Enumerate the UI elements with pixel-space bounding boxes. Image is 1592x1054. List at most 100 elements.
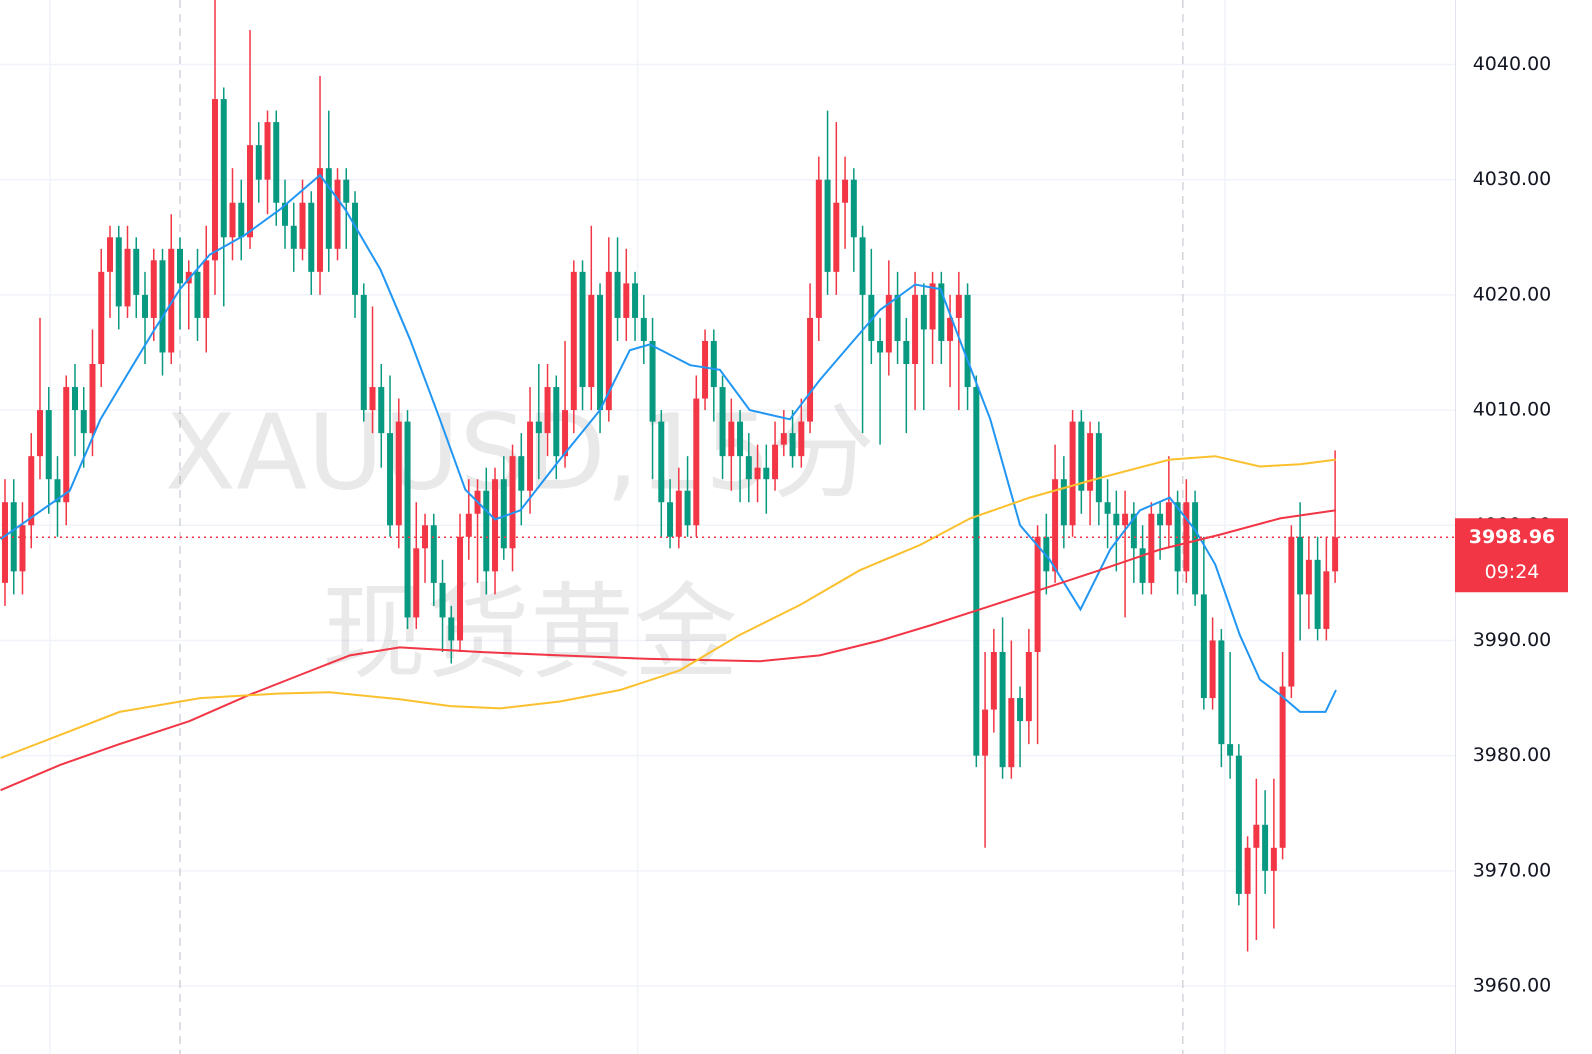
candle-body	[1130, 513, 1137, 549]
candle-body	[868, 294, 875, 341]
candle-body	[1087, 433, 1094, 491]
candle-body	[947, 317, 954, 341]
candle-body	[194, 271, 201, 318]
candle-body	[1122, 513, 1129, 526]
candle-body	[518, 456, 525, 491]
candle-body	[115, 237, 122, 307]
candle-body	[500, 479, 507, 549]
candle-body	[912, 294, 919, 365]
candle-body	[1297, 536, 1304, 595]
candle-body	[150, 260, 157, 318]
candle-body	[1025, 651, 1032, 722]
candle-body	[395, 421, 402, 526]
y-tick-label: 3970.00	[1473, 859, 1552, 881]
candle-body	[483, 490, 490, 572]
moving-average	[0, 173, 1337, 713]
candle-body	[448, 617, 455, 641]
candle-body	[1218, 640, 1225, 745]
candle-body	[667, 502, 674, 537]
candle-body	[964, 294, 971, 388]
candle-body	[1069, 421, 1076, 526]
candle-body	[404, 421, 411, 618]
candle-body	[597, 294, 604, 411]
candle-body	[702, 340, 709, 399]
candle-body	[570, 271, 577, 411]
candle-body	[360, 294, 367, 411]
candle-body	[588, 294, 595, 388]
moving-average	[0, 509, 1337, 792]
watermark-name: 现货黄金	[322, 571, 738, 693]
candle-body	[710, 340, 717, 388]
candle-body	[1323, 571, 1330, 629]
candle-body	[955, 294, 962, 318]
candle-body	[1095, 433, 1102, 503]
candle-body	[999, 651, 1006, 768]
candle-body	[159, 260, 166, 353]
candle-body	[133, 248, 140, 295]
candle-body	[798, 421, 805, 457]
candle-body	[54, 479, 61, 503]
candle-body	[562, 410, 569, 457]
candle-body	[124, 248, 131, 307]
candle-body	[98, 271, 105, 365]
candle-body	[1034, 536, 1041, 652]
candle-body	[325, 168, 332, 249]
candle-body	[1113, 513, 1120, 526]
candle-body	[1262, 824, 1269, 871]
candle-body	[28, 456, 35, 526]
candle-body	[658, 421, 665, 503]
candle-body	[737, 421, 744, 457]
candle-body	[1235, 755, 1242, 894]
candle-body	[71, 387, 78, 411]
candle-body	[640, 317, 647, 341]
candle-body	[675, 490, 682, 537]
candle-body	[273, 122, 280, 203]
candle-body	[212, 99, 219, 261]
candle-body	[1270, 847, 1277, 871]
candle-body	[1139, 548, 1146, 583]
candle-body	[220, 99, 227, 238]
y-tick-label: 3980.00	[1473, 744, 1552, 766]
candle-body	[255, 145, 262, 180]
candle-body	[465, 513, 472, 537]
candle-body	[535, 421, 542, 434]
candle-body	[824, 179, 831, 272]
candle-body	[492, 479, 499, 572]
price-tag	[1455, 518, 1568, 593]
candle-body	[439, 582, 446, 618]
candle-body	[807, 317, 814, 422]
candle-body	[378, 387, 385, 434]
candle-body	[1060, 479, 1067, 526]
candle-body	[859, 237, 866, 295]
candle-body	[684, 490, 691, 526]
y-tick-label: 4010.00	[1473, 399, 1552, 421]
candle-body	[142, 294, 149, 318]
candle-body	[920, 294, 927, 330]
countdown: 09:24	[1485, 561, 1540, 583]
candle-body	[45, 410, 52, 480]
candle-body	[632, 283, 639, 318]
candle-body	[19, 525, 26, 572]
candle-body	[282, 202, 289, 226]
candle-body	[579, 271, 586, 388]
candle-body	[1332, 537, 1339, 572]
candle-body	[290, 225, 297, 249]
candle-body	[369, 387, 376, 411]
candle-body	[238, 202, 245, 238]
candle-body	[1227, 744, 1234, 756]
candle-body	[343, 179, 350, 203]
candle-body	[1183, 502, 1190, 572]
candle-body	[544, 387, 551, 434]
candle-body	[772, 444, 779, 480]
candle-body	[317, 168, 324, 272]
candle-body	[877, 340, 884, 353]
candle-body	[1, 502, 8, 583]
y-tick-label: 3960.00	[1473, 975, 1552, 997]
plot	[0, 0, 1455, 952]
candle-body	[387, 433, 394, 526]
candle-body	[1165, 502, 1172, 526]
candle-body	[763, 467, 770, 480]
candle-body	[203, 260, 210, 318]
